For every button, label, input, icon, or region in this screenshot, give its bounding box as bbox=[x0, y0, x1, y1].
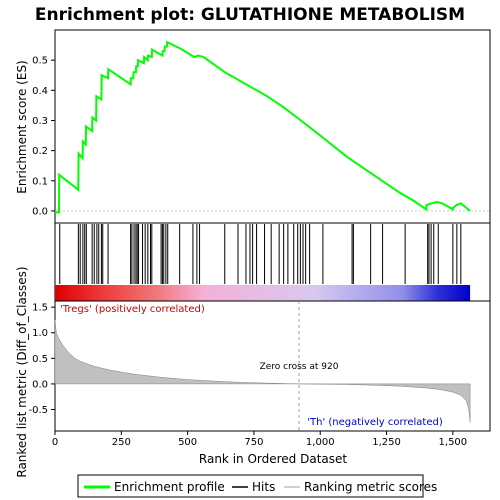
es-panel-frame bbox=[54, 29, 491, 224]
annotation-positive: 'Tregs' (positively correlated) bbox=[60, 304, 205, 315]
metric-y-tick-label: 1.0 bbox=[32, 328, 48, 339]
metric-y-axis-label: Ranked list metric (Diff_of_Classes) bbox=[15, 266, 29, 477]
es-y-axis-label: Enrichment score (ES) bbox=[15, 60, 29, 193]
metric-y-axis: -0.5 0.0 0.5 1.0 1.5 bbox=[28, 303, 55, 416]
es-y-tick-label: 0.0 bbox=[32, 206, 48, 217]
es-series-line bbox=[55, 40, 471, 214]
metric-y-tick-label: 1.5 bbox=[32, 303, 48, 314]
chart-title: Enrichment plot: GLUTATHIONE METABOLISM bbox=[35, 5, 465, 25]
x-tick-label: 1,000 bbox=[306, 437, 335, 448]
es-y-tick-label: 0.5 bbox=[32, 56, 48, 67]
rank-color-bar bbox=[55, 285, 471, 301]
x-tick-label: 1,500 bbox=[439, 437, 468, 448]
annotation-negative: 'Th' (negatively correlated) bbox=[307, 417, 443, 428]
x-tick-label: 750 bbox=[244, 437, 263, 448]
metric-y-tick-label: -0.5 bbox=[28, 405, 48, 416]
es-y-axis: 0.0 0.1 0.2 0.3 0.4 0.5 bbox=[32, 56, 55, 217]
metric-panel-frame bbox=[54, 300, 491, 432]
annotation-zero-cross: Zero cross at 920 bbox=[260, 362, 339, 372]
x-tick-label: 1,250 bbox=[372, 437, 401, 448]
x-tick-label: 500 bbox=[178, 437, 197, 448]
metric-area bbox=[54, 319, 471, 423]
hits-panel bbox=[54, 222, 491, 302]
metric-panel: -0.5 0.0 0.5 1.0 1.5 0 250 500 750 1,000 1,250 1,5… bbox=[15, 266, 491, 478]
x-axis: 0 250 500 750 1,000 1,250 1,500 bbox=[52, 431, 467, 448]
x-axis-label: Rank in Ordered Dataset bbox=[199, 452, 347, 466]
es-y-tick-label: 0.1 bbox=[32, 176, 48, 187]
es-y-tick-label: 0.4 bbox=[32, 86, 48, 97]
metric-y-tick-label: 0.0 bbox=[32, 379, 48, 390]
legend-label-metric: Ranking metric scores bbox=[304, 480, 437, 494]
x-tick-label: 0 bbox=[52, 437, 58, 448]
legend: Enrichment profile Hits Ranking metric s… bbox=[77, 474, 437, 498]
es-y-tick-label: 0.2 bbox=[32, 146, 48, 157]
legend-box bbox=[77, 474, 424, 498]
es-y-tick-label: 0.3 bbox=[32, 116, 48, 127]
es-panel: 0.0 0.1 0.2 0.3 0.4 0.5 Enrichment score (ES) bbox=[15, 29, 491, 224]
legend-label-hits: Hits bbox=[252, 480, 275, 494]
metric-y-tick-label: 0.5 bbox=[32, 354, 48, 365]
x-tick-label: 250 bbox=[112, 437, 131, 448]
hit-marks bbox=[59, 224, 462, 284]
legend-label-enrichment: Enrichment profile bbox=[114, 480, 225, 494]
